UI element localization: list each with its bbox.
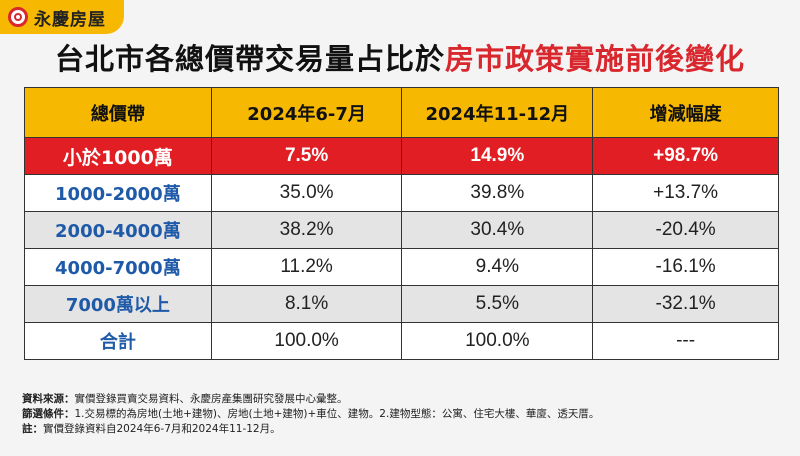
- row-label: 小於1000萬: [24, 137, 212, 175]
- table-header-row: 總價帶 2024年6-7月 2024年11-12月 增減幅度: [24, 87, 779, 138]
- row-value-period-2: 5.5%: [401, 285, 594, 323]
- row-label: 2000-4000萬: [24, 211, 212, 249]
- note-key: 註：: [22, 423, 43, 435]
- row-value-period-1: 35.0%: [210, 174, 403, 212]
- note-key: 篩選條件：: [22, 408, 75, 420]
- row-label: 合計: [24, 322, 212, 360]
- note-text: 1.交易標的為房地(土地+建物)、房地(土地+建物)+車位、建物。2.建物型態：…: [74, 408, 600, 420]
- title-part-2: 各總價帶交易量占比: [144, 42, 415, 76]
- row-change: ---: [592, 322, 779, 360]
- row-change: +13.7%: [592, 174, 779, 212]
- header-price-band: 總價帶: [24, 87, 212, 138]
- brand-logo-icon: [8, 7, 28, 27]
- row-value-period-1: 11.2%: [210, 248, 403, 286]
- table-row: 2000-4000萬 38.2% 30.4% -20.4%: [24, 211, 779, 249]
- row-change: -20.4%: [592, 211, 779, 249]
- row-value-period-2: 39.8%: [401, 174, 594, 212]
- header-change: 增減幅度: [592, 87, 779, 138]
- row-value-period-2: 9.4%: [401, 248, 594, 286]
- brand-name: 永慶房屋: [34, 9, 106, 30]
- row-value-period-1: 38.2%: [210, 211, 403, 249]
- table-row: 4000-7000萬 11.2% 9.4% -16.1%: [24, 248, 779, 286]
- row-change: -16.1%: [592, 248, 779, 286]
- note-text: 實價登錄買賣交易資料、永慶房產集團研究發展中心彙整。: [74, 393, 348, 405]
- row-label: 1000-2000萬: [24, 174, 212, 212]
- row-value-period-1: 7.5%: [210, 137, 403, 175]
- row-value-period-2: 100.0%: [401, 322, 594, 360]
- row-change: +98.7%: [592, 137, 779, 175]
- title-part-4: 房市政策實施前後變化: [445, 42, 746, 76]
- header-period-2: 2024年11-12月: [401, 87, 594, 138]
- brand-logo: 永慶房屋: [0, 0, 124, 34]
- note-text: 實價登錄資料自2024年6-7月和2024年11-12月。: [43, 423, 281, 435]
- row-value-period-1: 100.0%: [210, 322, 403, 360]
- note-filter: 篩選條件：1.交易標的為房地(土地+建物)、房地(土地+建物)+車位、建物。2.…: [22, 407, 599, 422]
- table-row: 1000-2000萬 35.0% 39.8% +13.7%: [24, 174, 779, 212]
- row-value-period-2: 30.4%: [401, 211, 594, 249]
- table-row-total: 合計 100.0% 100.0% ---: [24, 322, 779, 360]
- footnotes: 資料來源：實價登錄買賣交易資料、永慶房產集團研究發展中心彙整。 篩選條件：1.交…: [22, 392, 599, 437]
- row-change: -32.1%: [592, 285, 779, 323]
- title-part-3: 於: [415, 42, 446, 76]
- note-source: 資料來源：實價登錄買賣交易資料、永慶房產集團研究發展中心彙整。: [22, 392, 599, 407]
- row-label: 4000-7000萬: [24, 248, 212, 286]
- note-key: 資料來源：: [22, 393, 75, 405]
- row-value-period-2: 14.9%: [401, 137, 594, 175]
- header-period-1: 2024年6-7月: [210, 87, 403, 138]
- table-row: 7000萬以上 8.1% 5.5% -32.1%: [24, 285, 779, 323]
- price-band-table: 總價帶 2024年6-7月 2024年11-12月 增減幅度 小於1000萬 7…: [24, 87, 779, 360]
- row-value-period-1: 8.1%: [210, 285, 403, 323]
- table-row: 小於1000萬 7.5% 14.9% +98.7%: [24, 137, 779, 175]
- page-title: 台北市各總價帶交易量占比於房市政策實施前後變化: [0, 36, 800, 78]
- row-label: 7000萬以上: [24, 285, 212, 323]
- note-remark: 註：實價登錄資料自2024年6-7月和2024年11-12月。: [22, 422, 599, 437]
- title-part-1: 台北市: [54, 42, 145, 76]
